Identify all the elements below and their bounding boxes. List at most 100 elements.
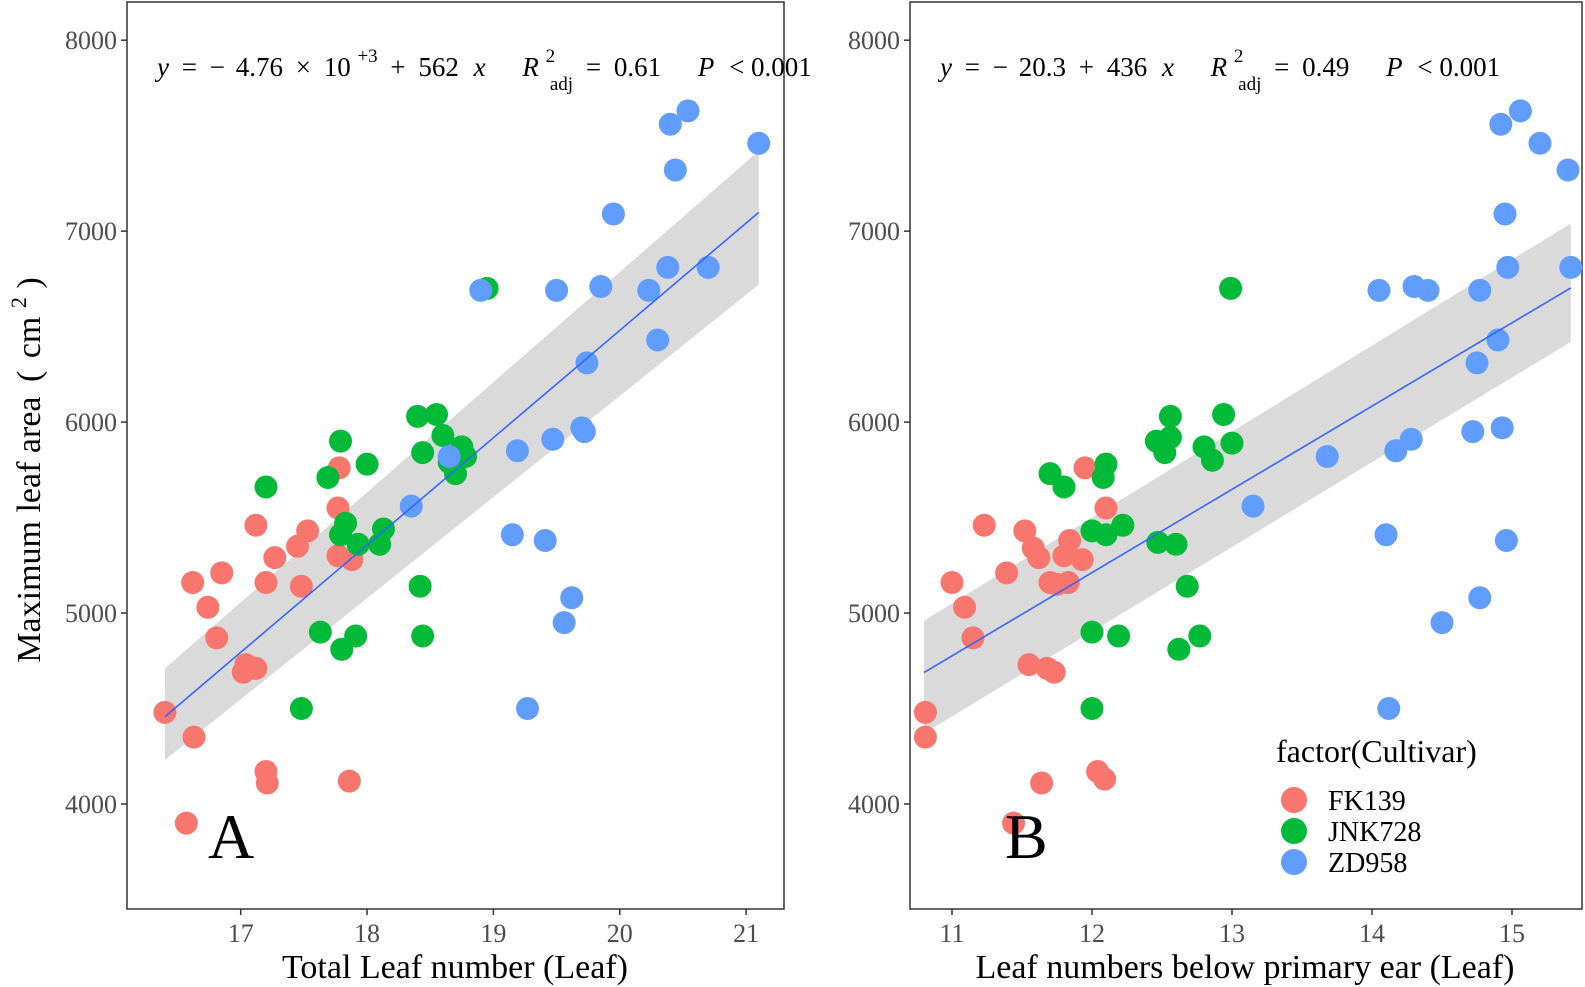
data-point-zd958 [1494,528,1518,552]
legend-swatch [1281,849,1307,875]
data-point-fk139 [337,769,361,793]
data-point-fk139 [1017,653,1041,677]
data-point-jnk728 [371,517,395,541]
data-point-jnk728 [1175,574,1199,598]
legend: factor(Cultivar) FK139 JNK728 ZD958 [1276,733,1477,879]
data-point-jnk728 [454,444,478,468]
data-point-jnk728 [1158,425,1182,449]
data-point-fk139 [289,574,313,598]
data-point-zd958 [1489,112,1513,136]
data-point-jnk728 [289,697,313,721]
panel-a-equation: y = − 4.76 × 10 +3 + 562 x R 2 adj = 0.6… [154,38,812,96]
data-point-jnk728 [329,429,353,453]
data-point-zd958 [1528,131,1552,155]
data-point-fk139 [244,513,268,537]
data-point-fk139 [995,561,1019,585]
data-point-zd958 [637,278,661,302]
data-point-zd958 [601,202,625,226]
data-point-zd958 [1559,255,1583,279]
data-point-zd958 [1241,494,1265,518]
y-tick-label: 4000 [65,790,117,819]
data-point-jnk728 [1080,620,1104,644]
data-point-zd958 [1461,420,1485,444]
data-point-jnk728 [431,423,455,447]
data-point-jnk728 [1200,448,1224,472]
y-tick-label: 6000 [65,408,117,437]
data-point-jnk728 [1219,276,1243,300]
x-tick-label: 20 [607,919,633,948]
data-point-zd958 [541,427,565,451]
data-point-fk139 [1013,519,1037,543]
x-tick-label: 17 [228,919,254,948]
data-point-fk139 [196,595,220,619]
data-point-zd958 [516,697,540,721]
data-point-fk139 [296,519,320,543]
data-point-zd958 [656,255,680,279]
legend-item-zd958: ZD958 [1281,848,1407,879]
data-point-jnk728 [334,511,358,535]
panel-a-letter: A [208,801,254,872]
legend-label: ZD958 [1328,848,1407,879]
data-point-zd958 [1496,255,1520,279]
data-point-fk139 [181,570,205,594]
y-tick-label: 5000 [65,599,117,628]
data-point-zd958 [1367,278,1391,302]
data-point-zd958 [676,99,700,123]
y-tick-label: 8000 [848,26,900,55]
data-point-jnk728 [425,402,449,426]
data-point-jnk728 [1052,475,1076,499]
data-point-zd958 [572,420,596,444]
data-point-zd958 [575,351,599,375]
x-tick-label: 12 [1079,919,1105,948]
data-point-zd958 [560,586,584,610]
panel-a-x-ticks: 17 18 19 20 21 [228,909,759,948]
x-tick-label: 11 [939,919,964,948]
data-point-zd958 [437,444,461,468]
data-point-fk139 [153,700,177,724]
data-point-zd958 [1468,278,1492,302]
x-tick-label: 21 [733,919,759,948]
panel-b-letter: B [1005,801,1048,872]
data-point-zd958 [1490,416,1514,440]
data-point-fk139 [913,700,937,724]
data-point-zd958 [1556,158,1580,182]
data-point-jnk728 [1188,624,1212,648]
panel-a: 4000 5000 6000 7000 8000 17 18 19 20 21 y = − 4.… [65,1,812,986]
data-point-zd958 [1493,202,1517,226]
data-point-jnk728 [1212,402,1236,426]
x-tick-label: 13 [1219,919,1245,948]
data-point-zd958 [589,275,613,299]
y-tick-label: 6000 [848,408,900,437]
data-point-jnk728 [411,441,435,465]
panel-b-confidence-band [924,223,1571,734]
legend-swatch [1281,818,1307,844]
data-point-jnk728 [1094,452,1118,476]
data-point-zd958 [1416,278,1440,302]
data-point-jnk728 [1167,637,1191,661]
data-point-jnk728 [355,452,379,476]
data-point-fk139 [1058,528,1082,552]
data-point-fk139 [1030,771,1054,795]
data-point-fk139 [255,771,279,795]
data-point-jnk728 [254,475,278,499]
legend-label: JNK728 [1328,817,1421,848]
y-tick-label: 4000 [848,790,900,819]
data-point-jnk728 [1111,513,1135,537]
data-point-zd958 [747,131,771,155]
data-point-zd958 [1468,586,1492,610]
data-point-zd958 [505,439,529,463]
panel-a-y-ticks: 4000 5000 6000 7000 8000 [65,26,127,819]
data-point-zd958 [1508,99,1532,123]
data-point-zd958 [1399,427,1423,451]
data-point-fk139 [1056,570,1080,594]
data-point-zd958 [469,278,493,302]
data-point-fk139 [244,656,268,680]
panel-b: 4000 5000 6000 7000 8000 11 12 13 14 15 y = − 20… [848,1,1583,986]
legend-title: factor(Cultivar) [1276,733,1477,769]
data-point-jnk728 [408,574,432,598]
legend-swatch [1281,787,1307,813]
data-point-jnk728 [411,624,435,648]
data-point-zd958 [658,112,682,136]
regression-line [164,211,760,718]
